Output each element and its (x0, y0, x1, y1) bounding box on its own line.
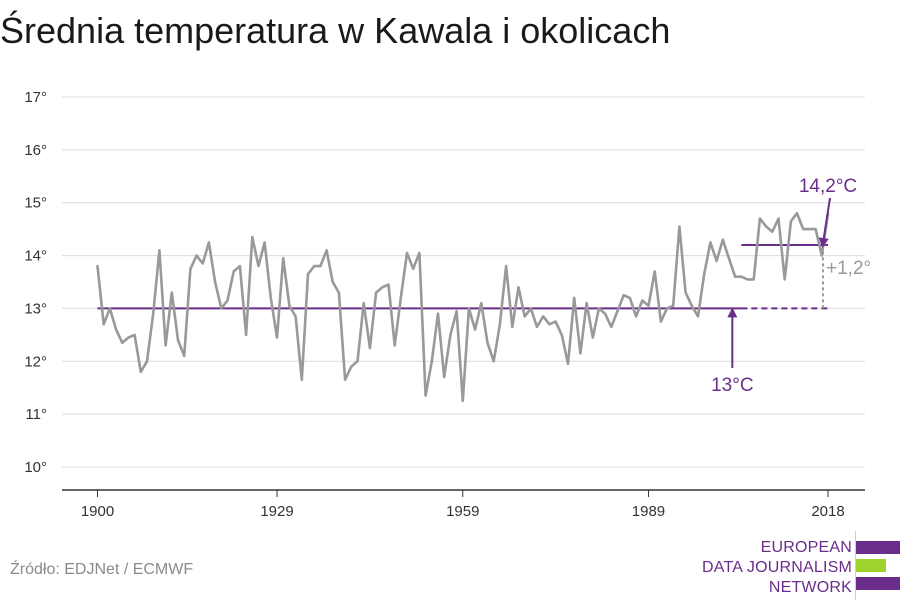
annotations: 14,2°C 13°C +1,2° (711, 176, 871, 396)
annotation-13: 13°C (711, 375, 753, 396)
logo-line-3: NETWORK (768, 579, 852, 596)
x-tick-label-1900: 1900 (81, 503, 114, 520)
y-tick-label-13: 13° (24, 300, 47, 317)
logo-bar-middle (856, 559, 886, 572)
y-tick-label-16: 16° (24, 142, 47, 159)
y-tick-label-11: 11° (25, 406, 47, 423)
x-tick-label-1989: 1989 (632, 503, 665, 520)
y-tick-label-14: 14° (24, 248, 47, 265)
y-axis: 10° 11° 12° 13° 14° 15° 16° 17° (24, 89, 47, 476)
logo-divider (855, 531, 856, 600)
series-group (96, 212, 830, 403)
x-axis: 1900 1929 1959 1989 2018 (62, 489, 865, 520)
logo-text: EUROPEAN DATA JOURNALISM NETWORK (702, 538, 852, 598)
y-tick-label-17: 17° (24, 89, 47, 106)
y-tick-label-10: 10° (24, 459, 47, 476)
y-tick-label-12: 12° (24, 353, 47, 370)
logo-line-1: EUROPEAN (760, 539, 852, 556)
logo-line-2: DATA JOURNALISM (702, 559, 852, 576)
chart-title: Średnia temperatura w Kawala i okolicach (0, 10, 671, 51)
logo-bar-top (856, 541, 900, 554)
annotation-14-2: 14,2°C (799, 176, 857, 197)
annotation-difference: +1,2° (826, 258, 871, 279)
series-line (96, 212, 830, 403)
gridlines (62, 96, 865, 468)
x-tick-label-2018: 2018 (811, 503, 844, 520)
arrow-to-14-2 (818, 197, 831, 248)
line-chart: 10° 11° 12° 13° 14° 15° 16° 17° 1900 1929 1959 198… (24, 89, 871, 520)
source-note: Źródło: EDJNet / ECMWF (10, 561, 194, 578)
edjnet-logo: EUROPEAN DATA JOURNALISM NETWORK (680, 531, 900, 600)
logo-bar-bottom (856, 577, 900, 590)
x-tick-label-1929: 1929 (260, 503, 293, 520)
y-tick-label-15: 15° (24, 195, 47, 212)
x-tick-label-1959: 1959 (446, 503, 479, 520)
